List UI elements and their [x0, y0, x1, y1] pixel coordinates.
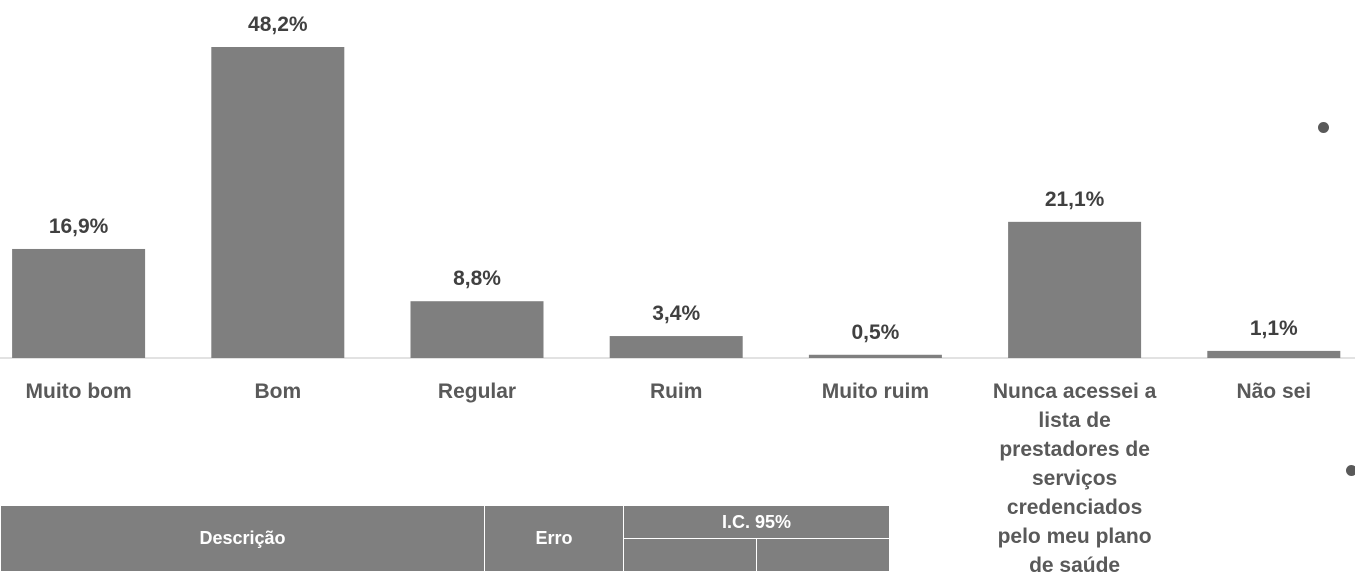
bullet — [1318, 122, 1329, 133]
x-tick-label: Não sei — [1236, 380, 1312, 403]
x-tick-label: Regular — [437, 380, 517, 403]
data-label: 48,2% — [248, 13, 308, 36]
bar — [1008, 221, 1142, 358]
bullet — [1346, 465, 1355, 476]
header-cell: Descrição — [0, 505, 485, 572]
header-cell: I.C. 95% — [623, 505, 890, 539]
data-label: 16,9% — [49, 215, 109, 238]
header-cell — [756, 538, 890, 572]
data-label: 8,8% — [453, 267, 501, 290]
x-tick-label: Muito bom — [25, 380, 132, 403]
x-tick-label: Muito ruim — [821, 380, 930, 403]
x-tick-label: Ruim — [649, 380, 703, 403]
x-tick-label: Nunca acessei a lista de prestadores de … — [992, 380, 1157, 577]
data-label: 3,4% — [652, 302, 700, 325]
data-label: 0,5% — [851, 321, 899, 344]
bar — [12, 248, 146, 358]
bar — [609, 336, 743, 358]
header-cell — [623, 538, 757, 572]
chart: 16,9% 48,2% 8,8% 3,4% 0,5% 21,1% 1,1% — [0, 13, 1355, 359]
bar — [1207, 350, 1341, 358]
table: Descrição Erro I.C. 95% — [0, 505, 890, 572]
bar — [410, 301, 544, 358]
bar — [211, 47, 345, 358]
bar — [808, 354, 942, 358]
data-label: 1,1% — [1250, 317, 1298, 340]
x-tick-label: Bom — [254, 380, 302, 403]
data-label: 21,1% — [1045, 188, 1105, 211]
header-cell: Erro — [484, 505, 624, 572]
